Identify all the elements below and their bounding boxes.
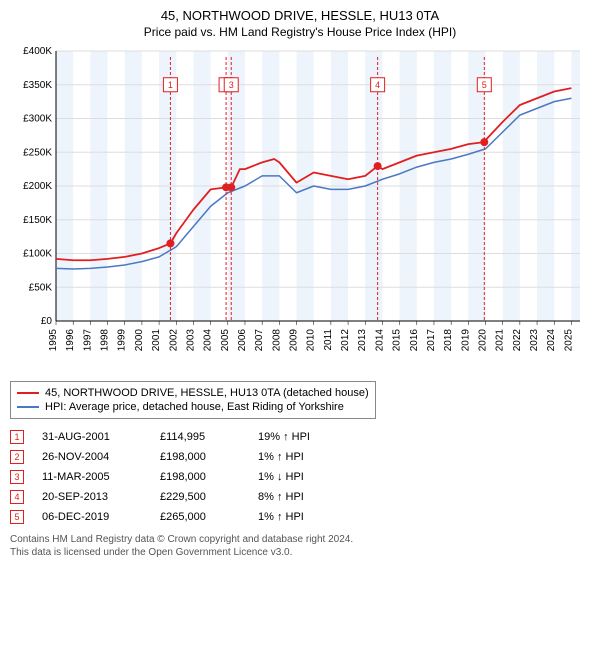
page-title: 45, NORTHWOOD DRIVE, HESSLE, HU13 0TA [10, 8, 590, 25]
svg-text:4: 4 [375, 80, 380, 90]
svg-text:2019: 2019 [460, 328, 471, 351]
svg-text:£250K: £250K [23, 147, 52, 158]
footer-line-1: Contains HM Land Registry data © Crown c… [10, 533, 590, 547]
svg-text:2017: 2017 [426, 328, 437, 351]
svg-text:2009: 2009 [289, 328, 300, 351]
svg-text:£0: £0 [41, 316, 53, 327]
svg-text:2001: 2001 [151, 328, 162, 351]
svg-text:2023: 2023 [529, 328, 540, 351]
sale-date: 06-DEC-2019 [42, 511, 142, 523]
sale-marker-icon: 3 [10, 470, 24, 484]
svg-text:1995: 1995 [48, 328, 59, 351]
sale-row: 2 26-NOV-2004 £198,000 1% ↑ HPI [10, 447, 590, 467]
sale-price: £229,500 [160, 491, 240, 503]
svg-text:1999: 1999 [117, 328, 128, 351]
svg-text:3: 3 [229, 80, 234, 90]
svg-text:2002: 2002 [168, 328, 179, 351]
svg-text:£400K: £400K [23, 46, 52, 57]
svg-text:5: 5 [482, 80, 487, 90]
sale-price: £198,000 [160, 471, 240, 483]
svg-text:£50K: £50K [29, 282, 53, 293]
legend-item: HPI: Average price, detached house, East… [17, 400, 369, 414]
svg-text:1997: 1997 [82, 328, 93, 351]
svg-text:1998: 1998 [100, 328, 111, 351]
svg-text:2003: 2003 [185, 328, 196, 351]
sale-price: £198,000 [160, 451, 240, 463]
svg-text:2014: 2014 [374, 328, 385, 351]
svg-text:£350K: £350K [23, 80, 52, 91]
sale-hpi-diff: 19% ↑ HPI [258, 431, 338, 443]
svg-text:2018: 2018 [443, 328, 454, 351]
chart-container: 45, NORTHWOOD DRIVE, HESSLE, HU13 0TA Pr… [0, 0, 600, 566]
sale-date: 11-MAR-2005 [42, 471, 142, 483]
legend-label: 45, NORTHWOOD DRIVE, HESSLE, HU13 0TA (d… [45, 387, 369, 399]
sale-row: 5 06-DEC-2019 £265,000 1% ↑ HPI [10, 507, 590, 527]
svg-text:2000: 2000 [134, 328, 145, 351]
svg-text:2006: 2006 [237, 328, 248, 351]
footer-attribution: Contains HM Land Registry data © Crown c… [10, 533, 590, 560]
svg-text:2010: 2010 [306, 328, 317, 351]
page-subtitle: Price paid vs. HM Land Registry's House … [10, 25, 590, 39]
sale-hpi-diff: 1% ↑ HPI [258, 511, 338, 523]
svg-text:2020: 2020 [478, 328, 489, 351]
svg-text:2013: 2013 [357, 328, 368, 351]
svg-text:2011: 2011 [323, 328, 334, 350]
legend-label: HPI: Average price, detached house, East… [45, 401, 344, 413]
svg-text:1996: 1996 [65, 328, 76, 351]
sale-row: 1 31-AUG-2001 £114,995 19% ↑ HPI [10, 427, 590, 447]
svg-text:1: 1 [168, 80, 173, 90]
sale-marker-icon: 2 [10, 450, 24, 464]
svg-text:2008: 2008 [271, 328, 282, 351]
svg-text:£200K: £200K [23, 181, 52, 192]
svg-text:2005: 2005 [220, 328, 231, 351]
sale-date: 26-NOV-2004 [42, 451, 142, 463]
svg-text:2004: 2004 [203, 328, 214, 351]
sale-date: 20-SEP-2013 [42, 491, 142, 503]
sale-hpi-diff: 1% ↓ HPI [258, 471, 338, 483]
svg-text:2021: 2021 [495, 328, 506, 351]
legend-swatch [17, 406, 39, 408]
sale-date: 31-AUG-2001 [42, 431, 142, 443]
sale-price: £265,000 [160, 511, 240, 523]
legend-swatch [17, 392, 39, 394]
sale-marker-icon: 1 [10, 430, 24, 444]
footer-line-2: This data is licensed under the Open Gov… [10, 546, 590, 560]
price-chart: £0 £50K £100K £150K £200K £250K £300K £350K £400… [10, 45, 590, 375]
sale-marker-icon: 5 [10, 510, 24, 524]
legend-item: 45, NORTHWOOD DRIVE, HESSLE, HU13 0TA (d… [17, 386, 369, 400]
svg-text:2025: 2025 [563, 328, 574, 351]
legend: 45, NORTHWOOD DRIVE, HESSLE, HU13 0TA (d… [10, 381, 376, 419]
svg-text:£300K: £300K [23, 113, 52, 124]
sale-price: £114,995 [160, 431, 240, 443]
svg-text:2015: 2015 [392, 328, 403, 351]
svg-text:2022: 2022 [512, 328, 523, 351]
sales-table: 1 31-AUG-2001 £114,995 19% ↑ HPI 2 26-NOV-200… [10, 427, 590, 527]
svg-text:£100K: £100K [23, 248, 52, 259]
chart-svg: £0 £50K £100K £150K £200K £250K £300K £350K £400… [10, 45, 590, 375]
sale-hpi-diff: 1% ↑ HPI [258, 451, 338, 463]
svg-text:2024: 2024 [546, 328, 557, 351]
svg-text:2016: 2016 [409, 328, 420, 351]
svg-text:2007: 2007 [254, 328, 265, 351]
sale-row: 3 11-MAR-2005 £198,000 1% ↓ HPI [10, 467, 590, 487]
sale-hpi-diff: 8% ↑ HPI [258, 491, 338, 503]
svg-text:2012: 2012 [340, 328, 351, 351]
sale-row: 4 20-SEP-2013 £229,500 8% ↑ HPI [10, 487, 590, 507]
sale-marker-icon: 4 [10, 490, 24, 504]
svg-text:£150K: £150K [23, 215, 52, 226]
